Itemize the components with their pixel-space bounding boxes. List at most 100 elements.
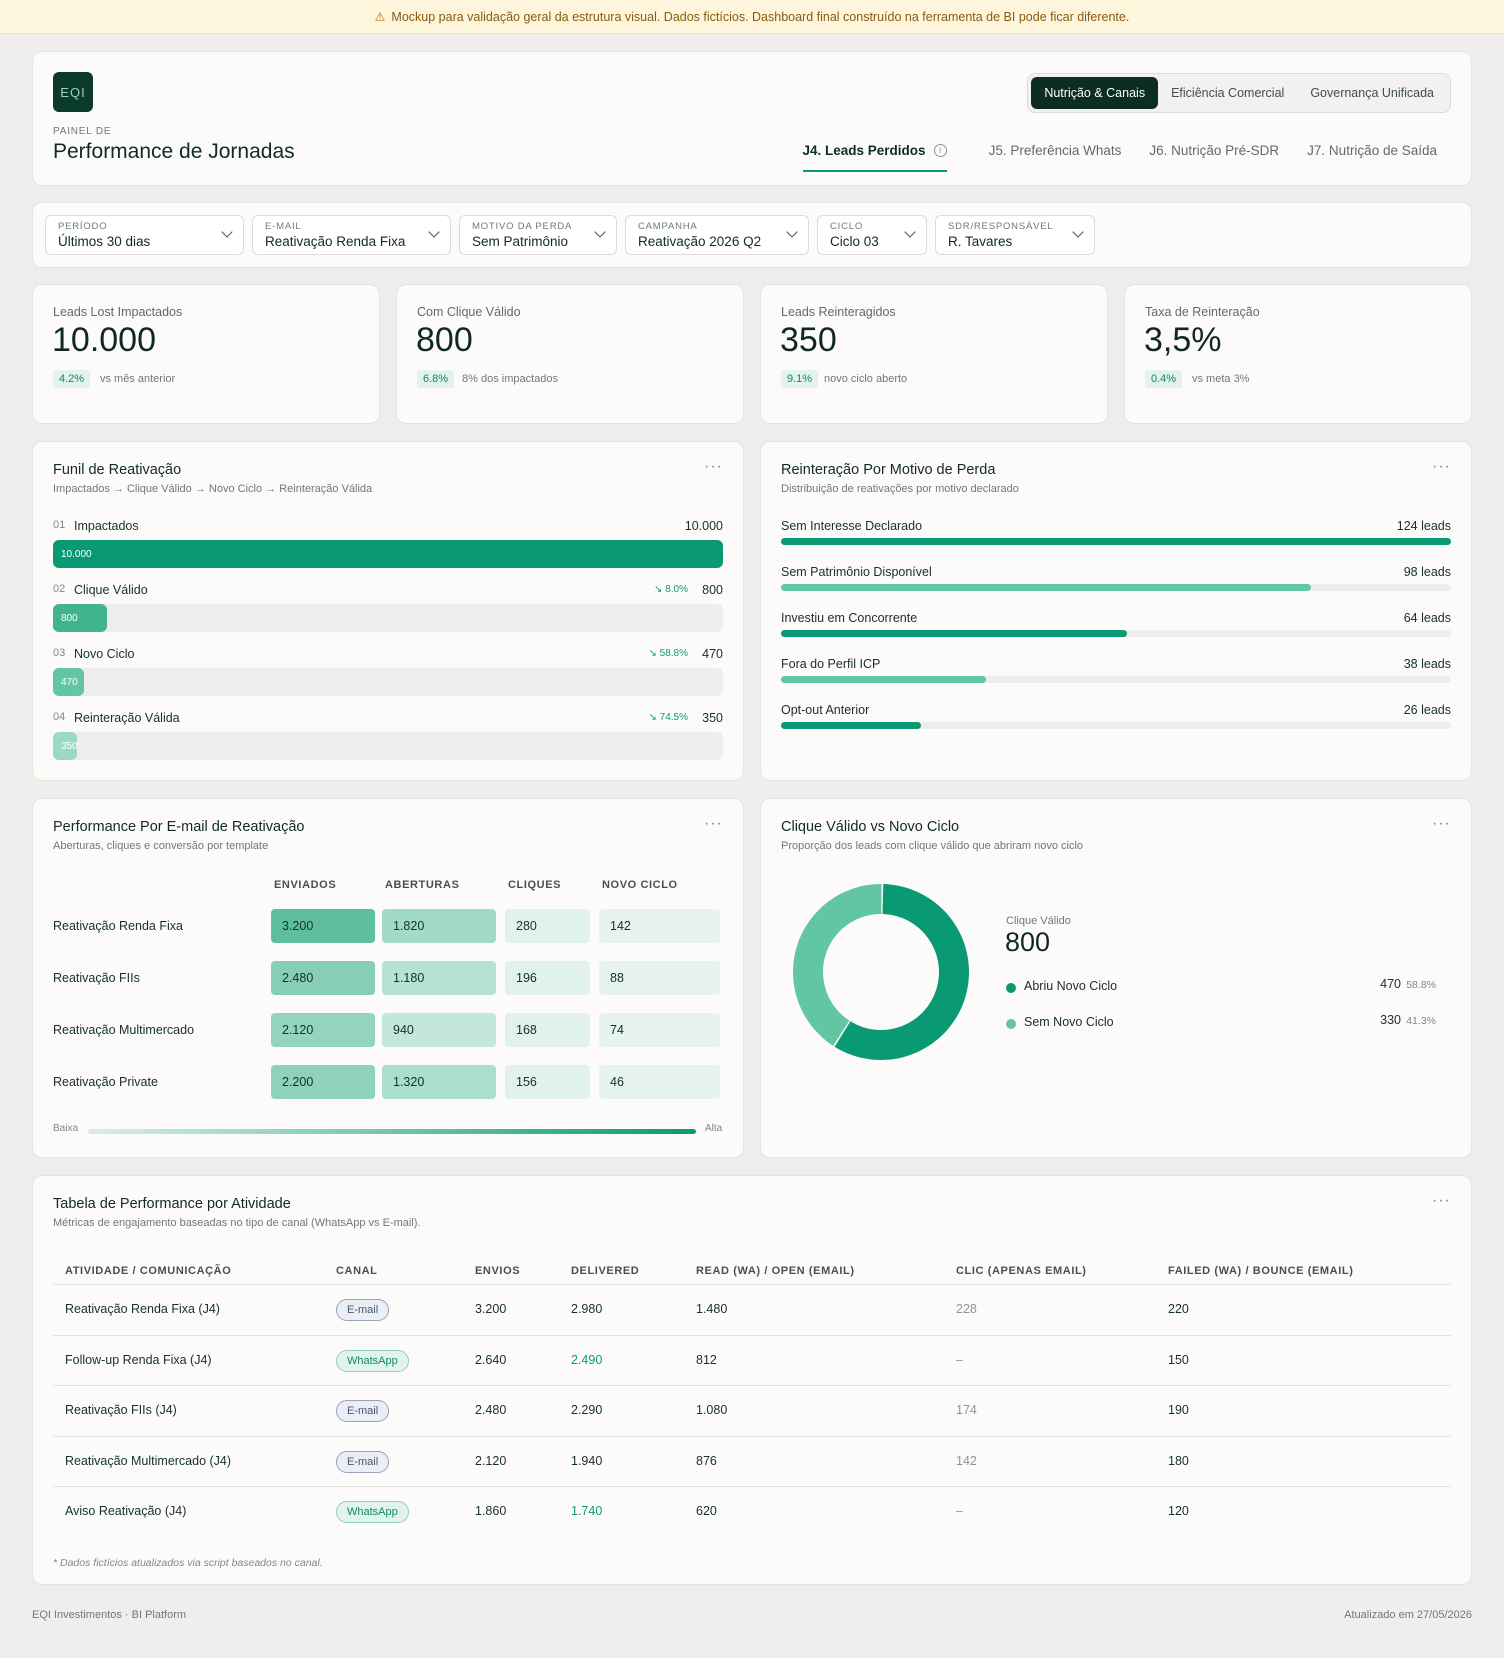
funnel-step: 04 Reinteração Válida ↘ 74.5% 350 350	[53, 711, 723, 761]
funnel-step-value: 10.000	[684, 519, 723, 533]
col-header-canal: CANAL	[336, 1265, 378, 1277]
motivo-label: Sem Patrimônio Disponível	[781, 565, 932, 579]
kpi-value: 3,5%	[1144, 321, 1222, 359]
heatmap-cell: 142	[599, 909, 720, 943]
kpi-value: 800	[416, 321, 473, 359]
kpi-label: Leads Lost Impactados	[53, 305, 183, 319]
kpi-badge: 9.1%	[781, 370, 819, 388]
mockup-banner: ⚠ Mockup para validação geral da estrutu…	[0, 0, 1504, 34]
segment-eficiencia-comercial[interactable]: Eficiência Comercial	[1171, 86, 1285, 100]
motivo-value: 124 leads	[1396, 519, 1451, 533]
cell-activity: Reativação FIIs (J4)	[65, 1403, 177, 1417]
cell-activity: Follow-up Renda Fixa (J4)	[65, 1352, 212, 1367]
legend-high-label: Alta	[705, 1123, 723, 1134]
filter-value: Reativação Renda Fixa	[265, 234, 406, 249]
legend-value: 330	[1380, 1013, 1401, 1027]
channel-chip-whatsapp: WhatsApp	[336, 1349, 409, 1372]
cell-read-open: 812	[696, 1352, 717, 1367]
cell-clic: 142	[956, 1453, 977, 1468]
warning-icon: ⚠	[374, 9, 386, 24]
table-row: Reativação Multimercado (J4) E-mail 2.120 1…	[53, 1435, 1451, 1486]
funnel-step-value: 470	[702, 647, 723, 661]
donut-slice[interactable]	[834, 884, 969, 1060]
filter-ciclo[interactable]: CICLO Ciclo 03	[817, 215, 927, 255]
filter-value: Ciclo 03	[830, 234, 879, 249]
cell-delivered: 2.490	[571, 1352, 603, 1367]
funnel-step-value: 350	[702, 711, 723, 725]
filter-sdr-responsavel[interactable]: SDR/RESPONSÁVEL R. Tavares	[935, 215, 1095, 255]
cell-envios: 2.640	[475, 1352, 507, 1367]
motivo-bar-track	[781, 538, 1451, 545]
eqi-logo: EQI	[53, 72, 93, 112]
funnel-bar: 350	[53, 732, 77, 760]
col-header-failed-bounce: FAILED (WA) / BOUNCE (EMAIL)	[1168, 1265, 1354, 1277]
funnel-step-label: Clique Válido	[74, 583, 148, 597]
cell-clic: 174	[956, 1403, 977, 1417]
more-options-icon[interactable]: ···	[704, 458, 723, 475]
card-subtitle: Impactados → Clique Válido → Novo Ciclo …	[53, 483, 373, 495]
heatmap-cell: 196	[505, 961, 590, 995]
col-header-envios: ENVIOS	[475, 1265, 521, 1277]
filter-label: CAMPANHA	[638, 221, 698, 232]
donut-slice[interactable]	[793, 884, 882, 1046]
motivo-value: 64 leads	[1403, 611, 1451, 625]
legend-dot-icon	[1006, 983, 1016, 993]
motivo-row: Sem Patrimônio Disponível 98 leads	[781, 565, 1451, 593]
cell-failed-bounce: 120	[1168, 1504, 1189, 1518]
col-header-clic: CLIC (APENAS EMAIL)	[956, 1265, 1087, 1277]
heatmap-legend-gradient	[88, 1129, 696, 1134]
funnel-step-number: 02	[53, 583, 66, 595]
motivo-bar-track	[781, 584, 1451, 591]
filter-motivo-perda[interactable]: MOTIVO DA PERDA Sem Patrimônio	[459, 215, 617, 255]
kpi-note: vs meta 3%	[1192, 373, 1250, 385]
heatmap-cell: 1.320	[382, 1065, 496, 1099]
kpi-value: 350	[780, 321, 837, 359]
table-footnote: * Dados fictícios atualizados via script…	[53, 1557, 323, 1569]
tab-j6-nutricao-pre-sdr[interactable]: J6. Nutrição Pré-SDR	[1149, 142, 1280, 158]
funnel-bar: 470	[53, 668, 85, 696]
more-options-icon[interactable]: ···	[1432, 815, 1451, 832]
card-title: Reinteração Por Motivo de Perda	[781, 462, 996, 478]
heatmap-cell: 74	[599, 1013, 720, 1047]
more-options-icon[interactable]: ···	[704, 815, 723, 832]
tab-j4-leads-perdidos[interactable]: J4. Leads Perdidos i	[789, 138, 961, 172]
funnel-bar-track: 10.000	[53, 540, 723, 568]
funnel-step-drop: ↘ 74.5%	[648, 712, 688, 723]
more-options-icon[interactable]: ···	[1432, 1192, 1451, 1209]
footer-right: Atualizado em 27/05/2026	[1344, 1609, 1472, 1621]
footer-left: EQI Investimentos · BI Platform	[32, 1609, 187, 1621]
heatmap-cell: 280	[505, 909, 590, 943]
motivo-bar	[781, 722, 922, 729]
funnel-bar-track: 470	[53, 668, 723, 696]
motivo-bar	[781, 538, 1451, 545]
motivo-bar	[781, 630, 1127, 637]
segment-nutricao-canais[interactable]: Nutrição & Canais	[1031, 77, 1159, 109]
card-subtitle: Distribuição de reativações por motivo d…	[781, 483, 1019, 495]
table-row: Reativação FIIs (J4) E-mail 2.480 2.290 1.08…	[53, 1385, 1451, 1435]
more-options-icon[interactable]: ···	[1432, 458, 1451, 475]
legend-low-label: Baixa	[53, 1123, 79, 1134]
heatmap-row-label: Reativação FIIs	[53, 971, 140, 985]
cell-failed-bounce: 220	[1168, 1302, 1189, 1316]
cell-delivered: 1.940	[571, 1453, 603, 1468]
info-icon[interactable]: i	[933, 143, 947, 157]
email-performance-card: Performance Por E-mail de Reativação Abe…	[32, 798, 744, 1158]
tab-j7-nutricao-saida[interactable]: J7. Nutrição de Saída	[1307, 142, 1437, 158]
card-title: Performance Por E-mail de Reativação	[53, 819, 305, 835]
filter-periodo[interactable]: PERÍODO Últimos 30 dias	[45, 215, 244, 255]
channel-chip-email: E-mail	[336, 1450, 390, 1473]
filter-value: R. Tavares	[948, 234, 1013, 249]
cell-delivered: 2.290	[571, 1403, 603, 1417]
cell-delivered: 1.740	[571, 1504, 603, 1518]
table-row: Reativação Renda Fixa (J4) E-mail 3.200 2.9…	[53, 1284, 1451, 1334]
funnel-step-drop: ↘ 8.0%	[654, 584, 688, 595]
col-header-delivered: DELIVERED	[571, 1265, 640, 1277]
heatmap-row-label: Reativação Private	[53, 1075, 158, 1089]
page-kicker: PAINEL DE	[53, 126, 112, 137]
filter-email[interactable]: E-MAIL Reativação Renda Fixa	[252, 215, 451, 255]
col-header-cliques: CLIQUES	[508, 879, 562, 891]
segment-governanca-unificada[interactable]: Governança Unificada	[1310, 86, 1434, 100]
filter-campanha[interactable]: CAMPANHA Reativação 2026 Q2	[625, 215, 809, 255]
cell-clic: 228	[956, 1302, 977, 1316]
tab-j5-preferencia-whats[interactable]: J5. Preferência Whats	[988, 142, 1122, 158]
